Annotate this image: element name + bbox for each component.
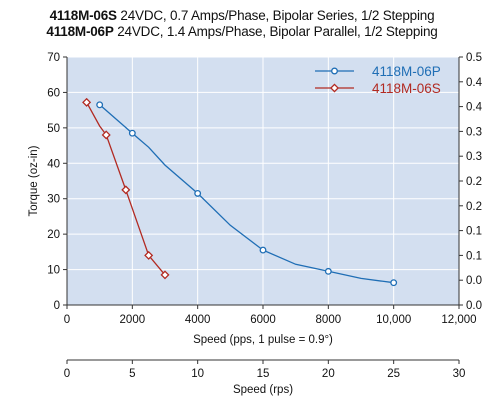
x2-tick-label: 0: [64, 368, 70, 380]
legend-marker: [331, 67, 338, 75]
title-model-2: 4118M-06P: [46, 24, 114, 39]
series-line-4118m-06s: [86, 101, 166, 276]
y2-tick-label: 0.4: [466, 77, 483, 89]
title-desc-1: 24VDC, 0.7 Amps/Phase, Bipolar Series, 1…: [120, 8, 435, 23]
chart-title-line-2: 4118M-06P 24VDC, 1.4 Amps/Phase, Bipolar…: [0, 24, 484, 39]
data-point-4118m-06p: [194, 189, 202, 197]
data-point-4118m-06s: [160, 270, 170, 280]
x-tick-label: 4000: [185, 314, 211, 326]
x2-axis-label: Speed (rps): [233, 384, 293, 396]
data-point-4118m-06p: [259, 246, 267, 254]
y2-tick-label: 0.4: [466, 102, 483, 114]
y-tick-label: 70: [47, 52, 60, 64]
y2-tick-label: 0.3: [466, 126, 482, 138]
y2-tick-label: 0.1: [466, 250, 482, 262]
data-point-4118m-06p: [390, 279, 398, 287]
data-point-4118m-06p: [324, 267, 332, 275]
x-tick-label: 2000: [120, 314, 146, 326]
legend-label: 4118M-06P: [372, 64, 441, 79]
data-point-4118m-06s: [82, 97, 92, 107]
x-tick-label: 12,000: [441, 314, 476, 326]
y-tick-label: 40: [47, 158, 60, 170]
x-axis-label: Speed (pps, 1 pulse = 0.9°): [193, 334, 333, 346]
data-point-4118m-06p: [96, 101, 104, 109]
chart-title-line-1: 4118M-06S 24VDC, 0.7 Amps/Phase, Bipolar…: [0, 8, 484, 23]
x2-tick-label: 30: [453, 368, 466, 380]
x2-tick-label: 5: [129, 368, 135, 380]
y-tick-label: 50: [47, 123, 60, 135]
y-tick-label: 20: [47, 229, 60, 241]
y-tick-label: 30: [47, 194, 60, 206]
series-layer: [82, 97, 398, 287]
y-tick-label: 10: [47, 265, 60, 277]
legend-label: 4118M-06S: [372, 81, 441, 96]
y2-tick-label: 0.5: [466, 52, 482, 64]
legend-marker: [329, 83, 340, 93]
x2-tick-label: 15: [257, 368, 270, 380]
title-desc-2: 24VDC, 1.4 Amps/Phase, Bipolar Parallel,…: [117, 24, 438, 39]
x-tick-label: 0: [64, 314, 70, 326]
y2-tick-label: 0.3: [466, 151, 482, 163]
data-point-4118m-06s: [144, 250, 154, 260]
x-tick-label: 8000: [316, 314, 342, 326]
y2-tick-label: 0.1: [466, 226, 482, 238]
y2-tick-label: 0.2: [466, 201, 482, 213]
x2-tick-label: 20: [322, 368, 335, 380]
data-point-4118m-06p: [128, 129, 136, 137]
legend: 4118M-06P 4118M-06S: [315, 64, 441, 96]
y-axis-label: Torque (oz-in): [28, 145, 40, 216]
data-point-4118m-06s: [101, 130, 111, 140]
x2-tick-label: 25: [387, 368, 400, 380]
y2-tick-label: 0.0: [466, 275, 482, 287]
data-point-4118m-06s: [121, 185, 131, 195]
y2-tick-label: 0.0: [466, 300, 482, 312]
x2-tick-label: 10: [191, 368, 204, 380]
x-tick-label: 10,000: [376, 314, 411, 326]
y2-tick-label: 0.2: [466, 176, 482, 188]
y-tick-label: 60: [47, 87, 60, 99]
series-line-4118m-06p: [99, 104, 394, 284]
y-tick-label: 0: [54, 300, 60, 312]
title-model-1: 4118M-06S: [49, 8, 117, 23]
x-tick-label: 6000: [250, 314, 276, 326]
